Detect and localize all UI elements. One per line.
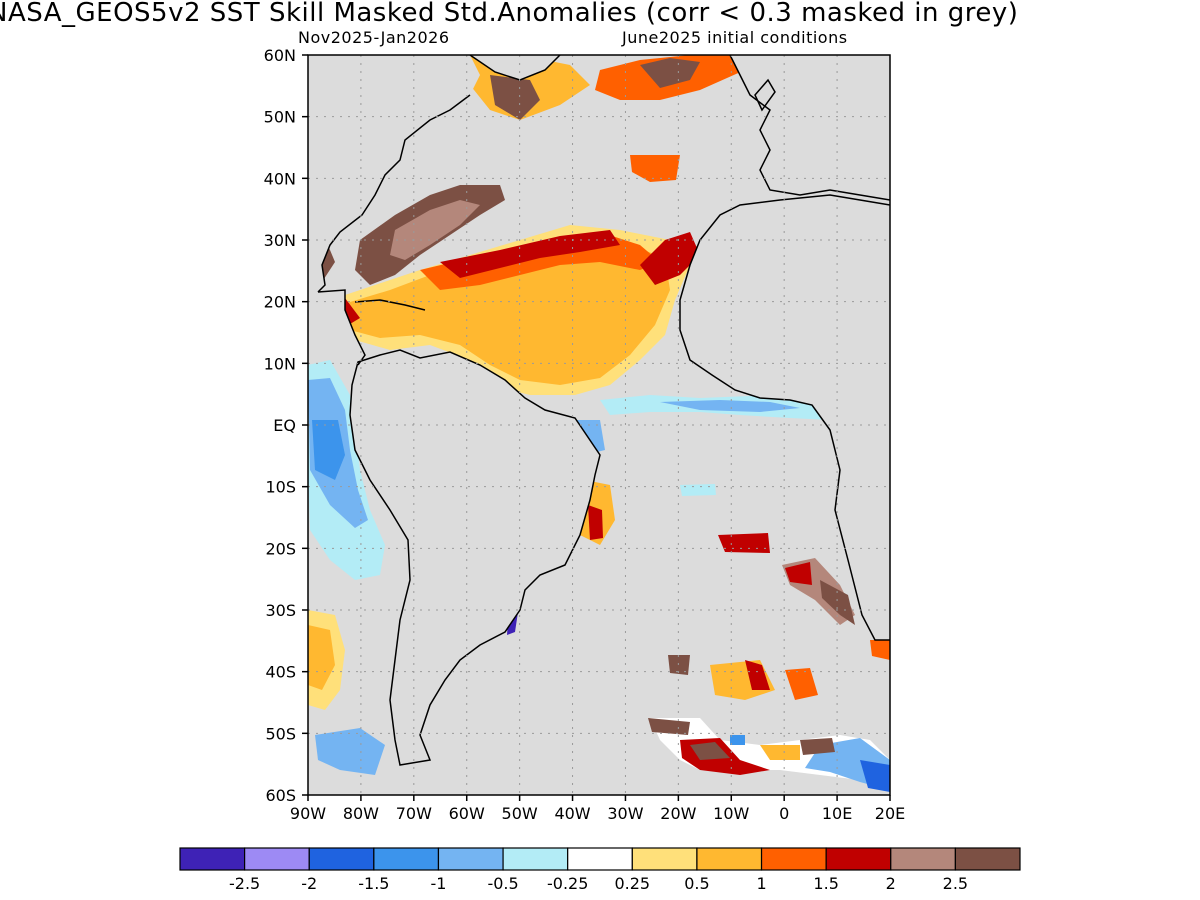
anomaly-region [312, 420, 345, 480]
anomaly-region [860, 760, 890, 792]
anomaly-region [390, 200, 480, 260]
colorbar-label: -2.5 [229, 874, 260, 893]
anomaly-region [440, 230, 620, 278]
colorbar: -2.5 -2 -1.5 -1 -0.5 -0.25 0.25 0.5 1 1.5 2 2.5 [179, 847, 1021, 893]
anomaly-region [760, 745, 800, 760]
colorbar-swatch [760, 847, 827, 871]
anomaly-region [630, 155, 680, 182]
colorbar-swatch [631, 847, 698, 871]
colorbar-swatch [890, 847, 956, 871]
lon-label: 80W [343, 804, 379, 823]
lat-label: 20N [264, 293, 296, 312]
anomaly-region [640, 232, 700, 285]
colorbar-swatch [567, 847, 633, 871]
anomaly-region [648, 718, 690, 735]
latitude-axis: 60N 50N 40N 30N 20N 10N EQ 10S 20S 30S 40S 50S 60S [264, 46, 308, 805]
lon-label: 30W [607, 804, 643, 823]
north-america-land [308, 55, 480, 292]
lon-label: 50W [502, 804, 538, 823]
anomaly-region [640, 58, 700, 88]
lat-label: 30S [265, 601, 296, 620]
anomaly-region [308, 625, 335, 690]
lon-label: 0 [779, 804, 789, 823]
europe-land [730, 55, 890, 200]
anomaly-region [340, 240, 670, 385]
lat-label: 40N [264, 169, 296, 188]
lon-label: 90W [290, 804, 326, 823]
lat-label: 30N [264, 231, 296, 250]
anomaly-region [745, 660, 770, 690]
colorbar-swatch [954, 847, 1021, 871]
anomaly-region [718, 533, 770, 553]
initial-conditions-subtitle: June2025 initial conditions [622, 28, 848, 47]
anomaly-region [680, 484, 716, 496]
south-america-land [350, 350, 600, 765]
colorbar-label: 0.5 [684, 874, 709, 893]
anomaly-region [660, 400, 800, 412]
lat-label: 60S [265, 786, 296, 805]
colorbar-label: 1 [756, 874, 766, 893]
central-america-land [308, 290, 365, 365]
lon-label: 60W [449, 804, 485, 823]
anomaly-region [490, 75, 540, 120]
colorbar-label: 1.5 [813, 874, 838, 893]
colorbar-swatch [308, 847, 375, 871]
lon-label: 10E [822, 804, 852, 823]
chart-title: NASA_GEOS5v2 SST Skill Masked Std.Anomal… [0, 0, 1019, 28]
colorbar-swatch [825, 847, 892, 871]
colorbar-label: -1 [430, 874, 446, 893]
longitude-axis: 90W 80W 70W 60W 50W 40W 30W 20W 10W 0 10E 20E [290, 795, 905, 823]
colorbar-label: -0.5 [487, 874, 518, 893]
lat-label: 40S [265, 663, 296, 682]
lon-label: 40W [554, 804, 590, 823]
lon-label: 70W [396, 804, 432, 823]
anomaly-region [588, 505, 603, 540]
forecast-period-subtitle: Nov2025-Jan2026 [298, 28, 450, 47]
lat-label: 10N [264, 354, 296, 373]
lon-label: 20E [875, 804, 905, 823]
anomaly-region [870, 640, 890, 660]
land-masses [308, 55, 890, 765]
colorbar-swatch [696, 847, 763, 871]
anomaly-region [820, 580, 855, 625]
anomaly-layer [308, 55, 890, 792]
colorbar-swatch [373, 847, 440, 871]
colorbar-label: 2 [886, 874, 896, 893]
lat-label: 60N [264, 46, 296, 65]
colorbar-label: 2.5 [943, 874, 968, 893]
colorbar-swatch [244, 847, 310, 871]
lat-label: 50N [264, 108, 296, 127]
anomaly-region [668, 655, 690, 675]
anomaly-region [785, 668, 818, 700]
lat-label: 20S [265, 539, 296, 558]
colorbar-swatch [437, 847, 504, 871]
lat-label: 10S [265, 478, 296, 497]
lat-label: EQ [273, 416, 296, 435]
africa-land [680, 195, 890, 640]
lat-label: 50S [265, 724, 296, 743]
colorbar-label: -0.25 [547, 874, 588, 893]
greenland-land [470, 55, 560, 80]
anomaly-region [730, 735, 745, 745]
anomaly-region [315, 728, 385, 775]
colorbar-label: 0.25 [614, 874, 650, 893]
lon-label: 20W [660, 804, 696, 823]
anomaly-region [690, 742, 730, 760]
lon-label: 10W [713, 804, 749, 823]
colorbar-swatch [502, 847, 569, 871]
anomaly-region [785, 562, 812, 585]
colorbar-label: -2 [301, 874, 317, 893]
colorbar-label: -1.5 [358, 874, 389, 893]
colorbar-swatch [179, 847, 246, 871]
anomaly-region [800, 738, 835, 755]
map-gridlines [308, 55, 890, 795]
